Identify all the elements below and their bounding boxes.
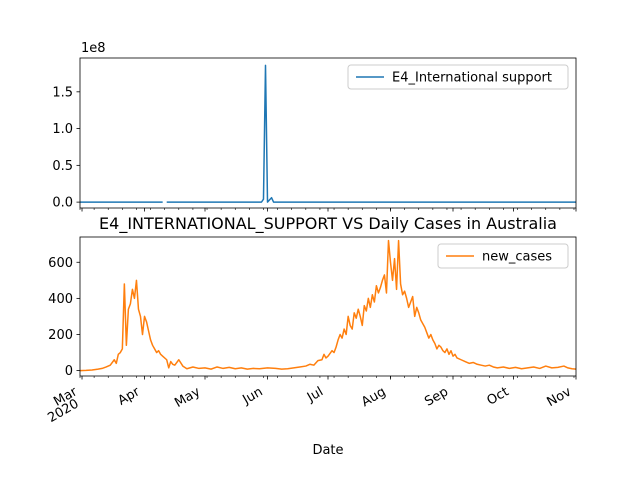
y-tick-label: 600 [48, 256, 73, 271]
y-tick-label: 200 [48, 328, 73, 343]
top-axes: 0.0 0.5 1.0 1.5 E4_International support [52, 58, 576, 212]
chart-title: E4_INTERNATIONAL_SUPPORT VS Daily Cases … [99, 214, 557, 234]
x-tick-label: Jun [240, 384, 266, 408]
x-tick-label: Apr [116, 384, 144, 409]
x-axis-label: Date [312, 443, 343, 458]
y-tick-label: 0 [65, 364, 73, 379]
y-tick-label: 1.0 [52, 122, 73, 137]
x-tick-label: May [172, 384, 203, 411]
y-tick-label: 400 [48, 292, 73, 307]
x-tick-label: Aug [359, 384, 388, 410]
x-tick-label: Sep [422, 384, 451, 409]
legend-label: E4_International support [392, 71, 552, 86]
x-tick-label: Jul [304, 384, 326, 405]
y-tick-label: 0.5 [52, 159, 73, 174]
y-tick-label: 1.5 [52, 85, 73, 100]
legend-label: new_cases [482, 250, 552, 265]
x-tick-label: Nov [545, 384, 575, 410]
y-offset-label: 1e8 [81, 41, 106, 56]
y-tick-label: 0.0 [52, 196, 73, 211]
x-tick-label: Oct [485, 384, 512, 408]
